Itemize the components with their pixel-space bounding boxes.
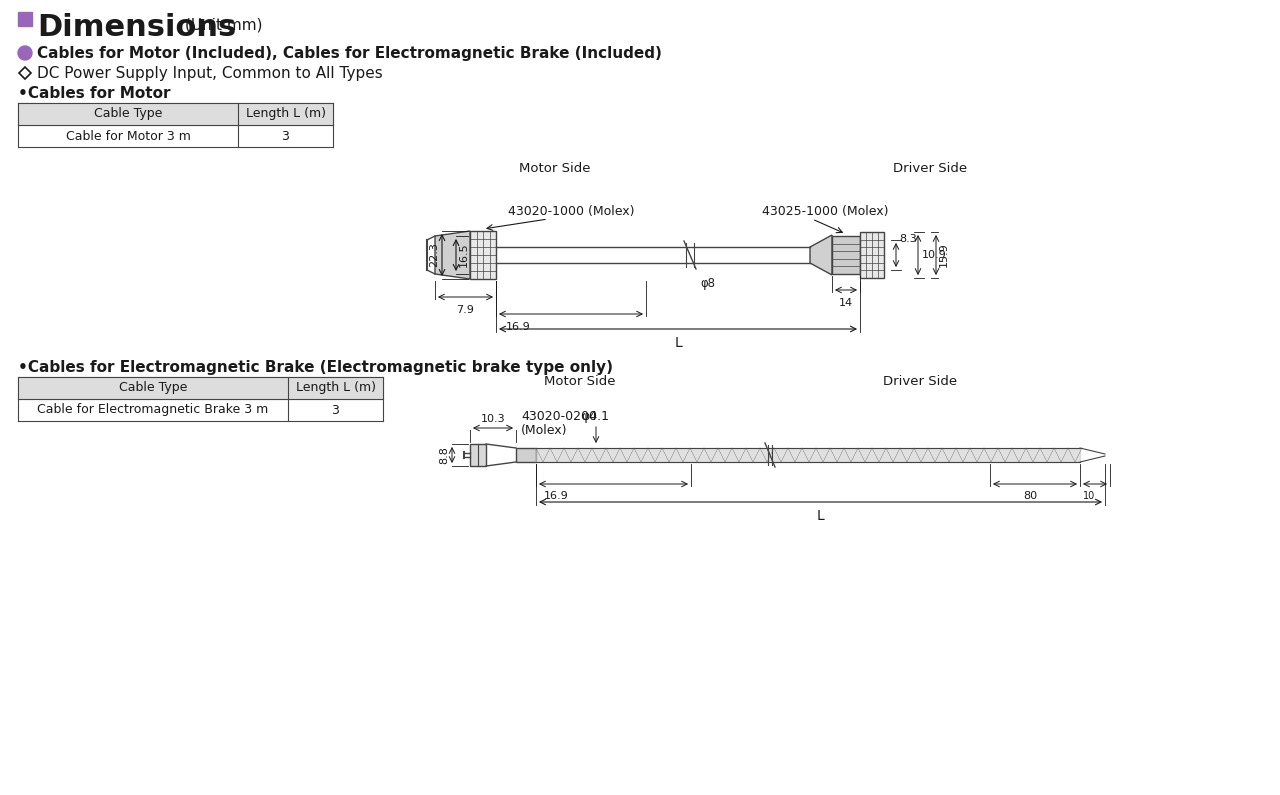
Text: 43020-1000 (Molex): 43020-1000 (Molex) [508, 205, 635, 218]
Text: 43025-1000 (Molex): 43025-1000 (Molex) [762, 205, 888, 218]
Text: Length L (m): Length L (m) [296, 382, 375, 394]
Text: 3: 3 [282, 130, 289, 142]
Text: Length L (m): Length L (m) [246, 107, 325, 121]
Bar [470, 231, 497, 279]
Bar [470, 444, 486, 466]
Text: L: L [817, 509, 824, 523]
Text: (Unit mm): (Unit mm) [186, 18, 262, 33]
Text: •Cables for Electromagnetic Brake (Electromagnetic brake type only): •Cables for Electromagnetic Brake (Elect… [18, 360, 613, 375]
Polygon shape [435, 231, 470, 279]
Text: φ8: φ8 [700, 277, 716, 290]
Text: Cable Type: Cable Type [93, 107, 163, 121]
Text: 16.9: 16.9 [506, 322, 531, 332]
Text: Dimensions: Dimensions [37, 13, 237, 42]
Text: φ4.1: φ4.1 [581, 410, 609, 423]
Bar [18, 103, 333, 125]
Text: 15.9: 15.9 [940, 242, 948, 267]
Bar [516, 448, 536, 462]
Text: 10: 10 [1083, 491, 1096, 501]
Text: 8.3: 8.3 [899, 234, 916, 244]
Text: Driver Side: Driver Side [883, 375, 957, 388]
Circle shape [18, 46, 32, 60]
Text: 80: 80 [1023, 491, 1037, 501]
Text: 8.8: 8.8 [439, 446, 449, 464]
Bar [860, 232, 884, 278]
Text: 3: 3 [332, 404, 339, 417]
Text: •Cables for Motor: •Cables for Motor [18, 86, 170, 101]
Text: Motor Side: Motor Side [520, 162, 591, 175]
Text: 16.9: 16.9 [544, 491, 568, 501]
Bar [18, 377, 383, 399]
Bar [18, 12, 32, 26]
Text: Driver Side: Driver Side [893, 162, 968, 175]
Text: L: L [675, 336, 682, 350]
Text: 43020-0200: 43020-0200 [521, 410, 596, 423]
Polygon shape [810, 235, 832, 275]
Text: Cable for Motor 3 m: Cable for Motor 3 m [65, 130, 191, 142]
Text: Cable for Electromagnetic Brake 3 m: Cable for Electromagnetic Brake 3 m [37, 404, 269, 417]
Text: 16.5: 16.5 [460, 242, 468, 267]
Text: 7.9: 7.9 [457, 305, 475, 315]
Text: 22.3: 22.3 [429, 242, 439, 267]
Text: 10.9: 10.9 [922, 250, 947, 260]
Text: Motor Side: Motor Side [544, 375, 616, 388]
Text: Cable Type: Cable Type [119, 382, 187, 394]
Bar [832, 236, 860, 274]
Text: Cables for Motor (Included), Cables for Electromagnetic Brake (Included): Cables for Motor (Included), Cables for … [37, 46, 662, 61]
Text: 10.3: 10.3 [481, 414, 506, 424]
Text: DC Power Supply Input, Common to All Types: DC Power Supply Input, Common to All Typ… [37, 66, 383, 81]
Text: (Molex): (Molex) [521, 424, 567, 437]
Text: 14: 14 [838, 298, 852, 308]
